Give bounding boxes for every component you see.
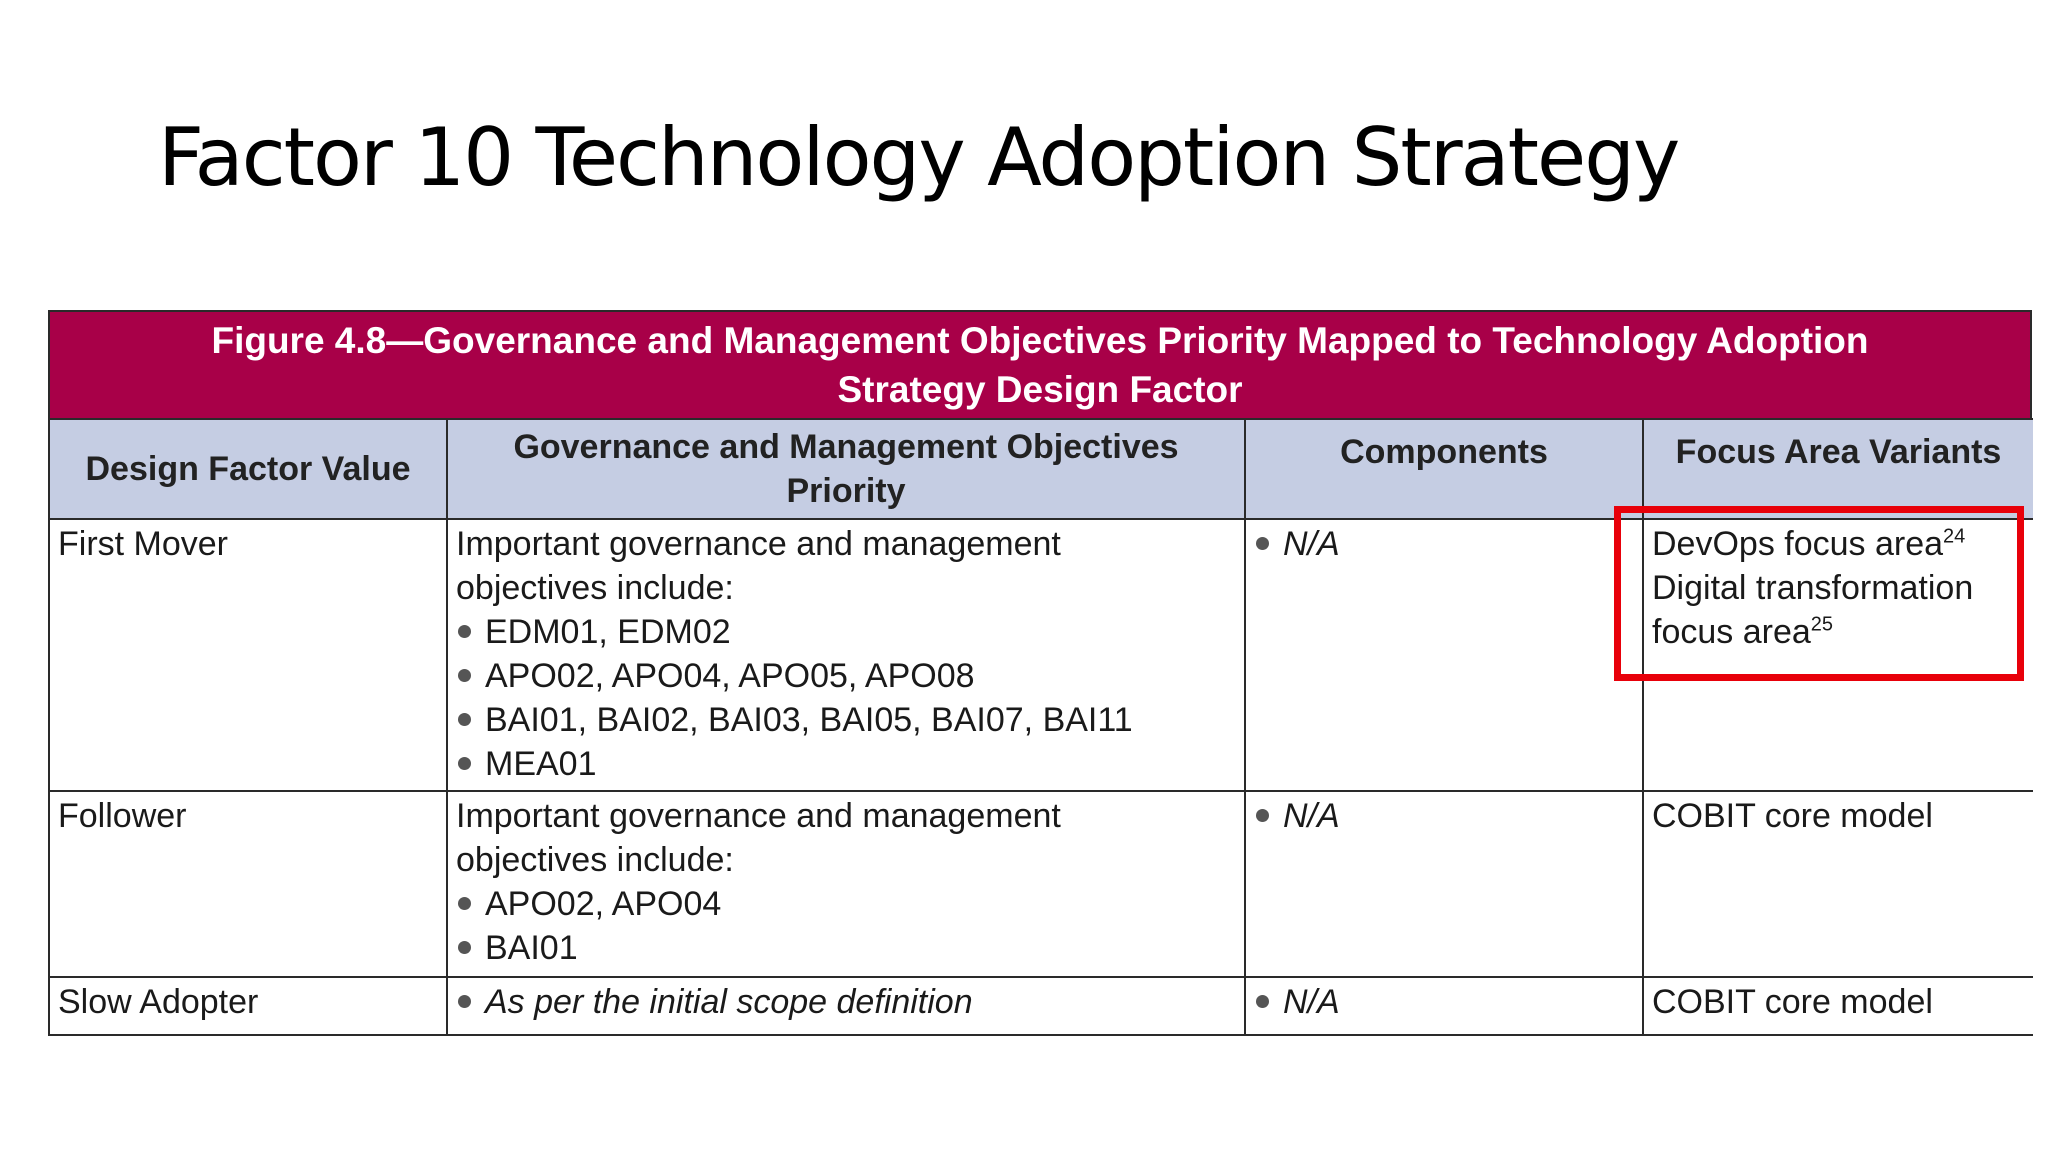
bullet-icon (1256, 994, 1269, 1008)
table-row: Slow Adopter As per the initial scope de… (48, 976, 2033, 1036)
bullet-icon (458, 712, 471, 726)
objectives-intro: objectives include: (456, 569, 734, 607)
figure-caption-line-1: Figure 4.8—Governance and Management Obj… (211, 320, 1869, 361)
objective-text: BAI01 (485, 929, 578, 967)
focus-area-line: focus area25 (1652, 610, 2025, 654)
list-item: N/A (1254, 980, 1634, 1024)
list-item: BAI01 (456, 926, 1236, 970)
objectives-table: Design Factor Value Governance and Manag… (48, 418, 2033, 1036)
list-item: As per the initial scope definition (456, 980, 1236, 1024)
focus-area-cell: COBIT core model (1642, 790, 2033, 978)
header-objectives-priority: Governance and Management Objectives Pri… (446, 418, 1246, 520)
footnote-ref: 25 (1810, 613, 1834, 636)
slide-title: Factor 10 Technology Adoption Strategy (158, 111, 1680, 204)
objectives-cell: Important governance and management obje… (446, 790, 1246, 978)
bullet-icon (458, 896, 471, 910)
bullet-icon (458, 624, 471, 638)
focus-area-line: Digital transformation (1652, 569, 1974, 607)
list-item: APO02, APO04 (456, 882, 1236, 926)
header-objectives-priority-line-1: Governance and Management Objectives (513, 428, 1179, 466)
focus-area-line: DevOps focus area24 (1652, 522, 2025, 566)
objective-text: As per the initial scope definition (485, 983, 973, 1021)
list-item: N/A (1254, 522, 1634, 566)
bullet-icon (458, 940, 471, 954)
components-cell: N/A (1244, 518, 1644, 792)
bullet-icon (458, 756, 471, 770)
objectives-intro: Important governance and management (456, 525, 1061, 563)
component-text: N/A (1283, 797, 1340, 835)
figure-caption-line-2: Strategy Design Factor (837, 369, 1243, 410)
bullet-icon (1256, 808, 1269, 822)
objectives-cell: As per the initial scope definition (446, 976, 1246, 1036)
focus-area-cell: COBIT core model (1642, 976, 2033, 1036)
components-cell: N/A (1244, 976, 1644, 1036)
list-item: APO02, APO04, APO05, APO08 (456, 654, 1236, 698)
figure-caption: Figure 4.8—Governance and Management Obj… (48, 310, 2032, 418)
list-item: N/A (1254, 794, 1634, 838)
bullet-icon (458, 668, 471, 682)
focus-area-cell: DevOps focus area24 Digital transformati… (1642, 518, 2033, 792)
design-factor-value-cell: Slow Adopter (48, 976, 448, 1036)
header-design-factor-value: Design Factor Value (48, 418, 448, 520)
table-row: Follower Important governance and manage… (48, 790, 2033, 978)
list-item: MEA01 (456, 742, 1236, 786)
component-text: N/A (1283, 983, 1340, 1021)
bullet-icon (1256, 536, 1269, 550)
table-header-row: Design Factor Value Governance and Manag… (48, 418, 2033, 520)
objective-text: APO02, APO04, APO05, APO08 (485, 657, 975, 695)
design-factor-value-cell: First Mover (48, 518, 448, 792)
focus-area-text: focus area (1652, 613, 1811, 651)
focus-area-text: DevOps focus area (1652, 525, 1944, 563)
objective-text: MEA01 (485, 745, 597, 783)
header-components: Components (1244, 418, 1644, 520)
bullet-icon (458, 994, 471, 1008)
objective-text: APO02, APO04 (485, 885, 722, 923)
list-item: BAI01, BAI02, BAI03, BAI05, BAI07, BAI11 (456, 698, 1236, 742)
design-factor-value-cell: Follower (48, 790, 448, 978)
objectives-intro: Important governance and management (456, 797, 1061, 835)
component-text: N/A (1283, 525, 1340, 563)
figure-table-container: Figure 4.8—Governance and Management Obj… (48, 310, 2033, 1036)
objective-text: BAI01, BAI02, BAI03, BAI05, BAI07, BAI11 (485, 701, 1133, 739)
objective-text: EDM01, EDM02 (485, 613, 731, 651)
components-cell: N/A (1244, 790, 1644, 978)
objectives-cell: Important governance and management obje… (446, 518, 1246, 792)
footnote-ref: 24 (1943, 525, 1966, 548)
table-row: First Mover Important governance and man… (48, 518, 2033, 792)
header-focus-area-variants: Focus Area Variants (1642, 418, 2033, 520)
list-item: EDM01, EDM02 (456, 610, 1236, 654)
objectives-intro: objectives include: (456, 841, 734, 879)
header-objectives-priority-line-2: Priority (786, 472, 906, 510)
